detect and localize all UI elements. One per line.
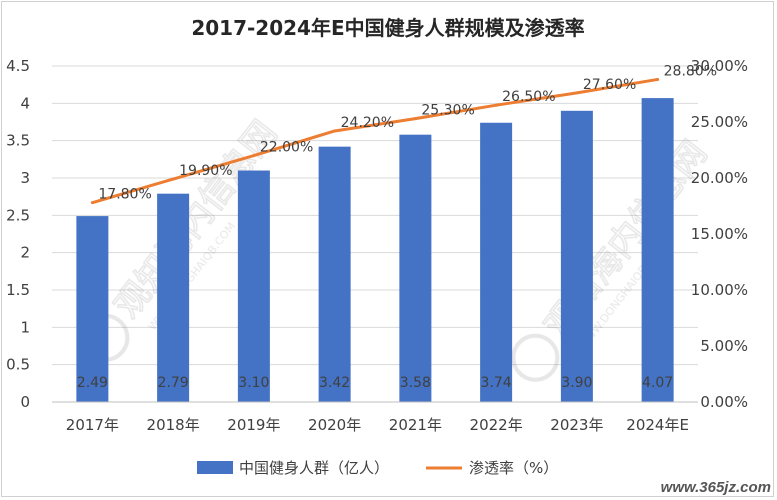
- y-left-tick-label: 4.5: [6, 57, 30, 75]
- bar: [480, 122, 513, 402]
- x-tick-label: 2023年: [550, 416, 603, 434]
- y-left-tick-label: 2: [20, 244, 30, 262]
- site-watermark: www.365jz.com: [660, 479, 771, 496]
- y-right-tick-label: 5.00%: [700, 337, 748, 355]
- bar: [560, 110, 593, 403]
- line-value-label: 19.90%: [179, 163, 232, 179]
- bar: [237, 170, 270, 402]
- watermark-logo-icon: [511, 333, 560, 382]
- y-left-tick-label: 3: [20, 169, 30, 187]
- bar-value-label: 2.49: [77, 375, 108, 391]
- bar-value-label: 3.42: [319, 375, 350, 391]
- line-point: [656, 77, 660, 81]
- y-right-tick-label: 20.00%: [691, 169, 748, 187]
- line-point: [252, 154, 256, 158]
- x-tick-label: 2021年: [389, 416, 442, 434]
- y-left-tick-label: 1: [20, 318, 30, 336]
- bar: [399, 134, 432, 402]
- y-right-tick-label: 0.00%: [700, 393, 748, 411]
- y-left-tick-label: 2.5: [6, 206, 30, 224]
- line-value-label: 26.50%: [502, 89, 555, 105]
- bar: [641, 98, 674, 403]
- x-tick-label: 2024年E: [626, 416, 689, 434]
- line-point: [333, 129, 337, 133]
- line-value-label: 25.30%: [421, 103, 474, 119]
- x-tick-label: 2018年: [147, 416, 200, 434]
- bar-value-label: 3.74: [481, 375, 512, 391]
- x-tick-label: 2017年: [66, 416, 119, 434]
- line-value-label: 17.80%: [98, 187, 151, 203]
- line-value-label: 28.80%: [664, 63, 717, 79]
- y-right-tick-label: 15.00%: [691, 225, 748, 243]
- bar-value-label: 3.58: [400, 375, 431, 391]
- bar: [76, 216, 109, 402]
- y-left-tick-label: 0: [20, 393, 30, 411]
- bar: [318, 146, 351, 402]
- chart-title: 2017-2024年E中国健身人群规模及渗透率: [191, 16, 584, 40]
- y-right-tick-label: 30.00%: [691, 57, 748, 75]
- line-value-label: 27.60%: [583, 77, 636, 93]
- line-point: [171, 177, 175, 181]
- x-tick-label: 2020年: [308, 416, 361, 434]
- y-left-tick-label: 4: [20, 94, 30, 112]
- line-value-label: 22.00%: [260, 140, 313, 156]
- line-value-label: 24.20%: [341, 115, 394, 131]
- bar-value-label: 3.90: [561, 375, 592, 391]
- y-left-tick-label: 0.5: [6, 356, 30, 374]
- penetration-line: [91, 77, 658, 205]
- legend-line-label: 渗透率（%）: [469, 459, 558, 477]
- y-left-tick-label: 1.5: [6, 281, 30, 299]
- line-point: [413, 117, 417, 121]
- x-tick-label: 2019年: [227, 416, 280, 434]
- y-right-tick-label: 10.00%: [691, 281, 748, 299]
- legend-bar-label: 中国健身人群（亿人）: [239, 459, 389, 477]
- bar-value-label: 4.07: [642, 375, 673, 391]
- line-point: [90, 201, 94, 205]
- line-point: [575, 91, 579, 95]
- bar-value-label: 2.79: [158, 375, 189, 391]
- y-right-tick-label: 25.00%: [691, 113, 748, 131]
- bar: [157, 193, 190, 402]
- y-left-tick-label: 3.5: [6, 132, 30, 150]
- line-point: [494, 103, 498, 107]
- legend-bar-swatch: [197, 461, 233, 474]
- bar-value-label: 3.10: [238, 375, 269, 391]
- x-tick-label: 2022年: [470, 416, 523, 434]
